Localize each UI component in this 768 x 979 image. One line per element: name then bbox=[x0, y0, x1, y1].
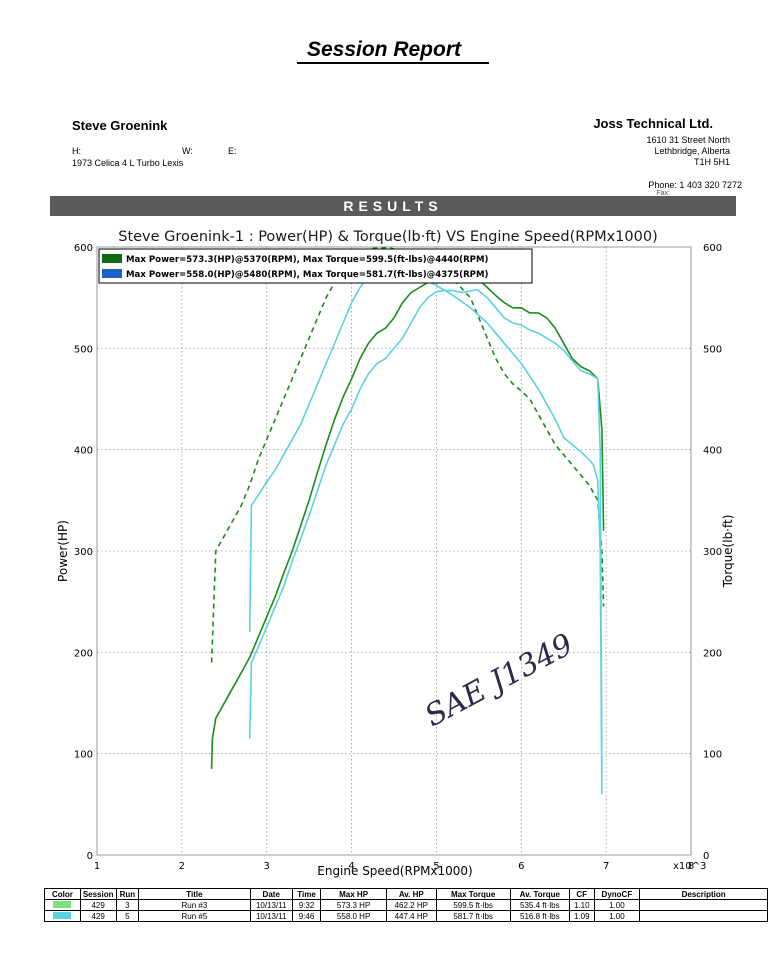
results-table: Color Session Run Title Date Time Max HP Av. HP… bbox=[44, 888, 768, 922]
series-line-power-5 bbox=[248, 288, 603, 774]
column-header: Session bbox=[79, 888, 117, 900]
company-fax: Fax: bbox=[656, 190, 670, 197]
x-tick-label: 6 bbox=[518, 861, 524, 872]
x-tick-label: 1 bbox=[94, 861, 100, 872]
y-tick-label-left: 500 bbox=[74, 344, 93, 355]
table-cell-description bbox=[639, 899, 768, 911]
legend-swatch-run3 bbox=[102, 254, 122, 263]
y-tick-label-left: 200 bbox=[74, 648, 93, 659]
table-cell-run: 5 bbox=[115, 910, 140, 922]
table-row: 429 5 Run #5 10/13/11 9:46 558.0 HP 447.4 HP 58… bbox=[44, 910, 768, 922]
company-address-line: Lethbridge, Alberta bbox=[654, 146, 730, 156]
table-cell-date: 10/13/11 bbox=[249, 910, 293, 922]
table-body: 429 3 Run #3 10/13/11 9:32 573.3 HP 462.2 HP 59… bbox=[44, 899, 768, 922]
y-tick-label-left: 300 bbox=[74, 547, 93, 558]
column-header: Color bbox=[44, 888, 81, 900]
y-tick-label-right: 0 bbox=[703, 851, 709, 862]
email-label: E: bbox=[228, 146, 237, 156]
company-address-line: 1610 31 Street North bbox=[646, 135, 730, 145]
table-cell-title: Run #3 bbox=[138, 899, 251, 911]
y-tick-label-right: 300 bbox=[703, 547, 722, 558]
table-cell-description bbox=[639, 910, 768, 922]
table-cell-color bbox=[44, 910, 81, 922]
column-header: Time bbox=[291, 888, 322, 900]
column-header: DynoCF bbox=[593, 888, 641, 900]
vehicle-description: 1973 Celica 4 L Turbo Lexis bbox=[72, 158, 184, 168]
table-cell-av-hp: 447.4 HP bbox=[385, 910, 437, 922]
table-cell-cf: 1.09 bbox=[568, 910, 595, 922]
table-cell-av-hp: 462.2 HP bbox=[385, 899, 437, 911]
table-cell-run: 3 bbox=[115, 899, 140, 911]
x-tick-label: 5 bbox=[433, 861, 439, 872]
column-header: Av. HP bbox=[385, 888, 437, 900]
y-tick-label-left: 0 bbox=[87, 851, 93, 862]
x-tick-label: 4 bbox=[348, 861, 354, 872]
tick-labels: 1 2 3 4 5 6 7 801002003004005006000100200300400… bbox=[74, 243, 722, 872]
table-cell-max-hp: 558.0 HP bbox=[320, 910, 387, 922]
legend-swatch-run5 bbox=[102, 269, 122, 278]
table-cell-title: Run #5 bbox=[138, 910, 251, 922]
legend-entry-run5: Max Power=558.0(HP)@5480(RPM), Max Torqu… bbox=[126, 270, 489, 280]
x-tick-label: 7 bbox=[603, 861, 609, 872]
table-cell-session: 429 bbox=[79, 910, 117, 922]
series-line-power-3 bbox=[210, 273, 605, 769]
legend-box bbox=[98, 248, 533, 284]
x-axis-multiplier: x10^3 bbox=[673, 861, 706, 872]
y-tick-label-left: 100 bbox=[74, 750, 93, 761]
chart-title: Steve Groenink-1 : Power(HP) & Torque(lb… bbox=[118, 229, 658, 245]
table-row: 429 3 Run #3 10/13/11 9:32 573.3 HP 462.2 HP 59… bbox=[44, 899, 768, 911]
table-cell-session: 429 bbox=[79, 899, 117, 911]
title-underline bbox=[297, 62, 489, 64]
y-tick-label-right: 600 bbox=[703, 243, 722, 254]
x-tick-label: 8 bbox=[688, 861, 694, 872]
table-cell-date: 10/13/11 bbox=[249, 899, 293, 911]
y-tick-label-left: 400 bbox=[74, 446, 93, 457]
table-cell-cf: 1.10 bbox=[568, 899, 595, 911]
y-tick-label-right: 500 bbox=[703, 344, 722, 355]
report-title: Session Report bbox=[306, 38, 462, 61]
x-tick-label: 2 bbox=[179, 861, 185, 872]
x-tick-label: 3 bbox=[264, 861, 270, 872]
column-header: Max Torque bbox=[435, 888, 511, 900]
company-phone: Phone: 1 403 320 7272 bbox=[648, 180, 742, 190]
company-address-line: T1H 5H1 bbox=[693, 157, 730, 167]
customer-name: Steve Groenink bbox=[72, 118, 168, 133]
column-header: CF bbox=[568, 888, 595, 900]
table-cell-max-hp: 573.3 HP bbox=[320, 899, 387, 911]
column-header: Max HP bbox=[320, 888, 387, 900]
color-swatch bbox=[53, 900, 72, 908]
y-tick-label-right: 200 bbox=[703, 648, 722, 659]
table-cell-max-torque: 581.7 ft·lbs bbox=[435, 910, 511, 922]
column-header: Av. Torque bbox=[509, 888, 570, 900]
table-cell-av-torque: 516.8 ft·lbs bbox=[509, 910, 570, 922]
table-cell-av-torque: 535.4 ft·lbs bbox=[509, 899, 570, 911]
y-tick-label-right: 400 bbox=[703, 446, 722, 457]
company-name: Joss Technical Ltd. bbox=[593, 116, 713, 131]
column-header: Title bbox=[138, 888, 251, 900]
y-tick-label-right: 100 bbox=[703, 750, 722, 761]
table-header-row: Color Session Run Title Date Time Max HP Av. HP… bbox=[44, 888, 768, 900]
work-phone-label: W: bbox=[182, 146, 193, 156]
results-header: RESULTS bbox=[50, 196, 736, 216]
x-axis-label: Engine Speed(RPMx1000) bbox=[317, 864, 473, 878]
series-line-torque-3 bbox=[210, 246, 605, 663]
column-header: Date bbox=[249, 888, 293, 900]
table-cell-dynocf: 1.00 bbox=[593, 910, 641, 922]
table-cell-max-torque: 599.5 ft·lbs bbox=[435, 899, 511, 911]
table-cell-time: 9:46 bbox=[291, 910, 322, 922]
y-axis-right-label: Torque(lb·ft) bbox=[721, 515, 734, 589]
y-tick-label-left: 600 bbox=[74, 243, 93, 254]
dyno-chart: Steve Groenink-1 : Power(HP) & Torque(lb… bbox=[56, 229, 734, 878]
table-cell-color bbox=[44, 899, 81, 911]
column-header: Run bbox=[115, 888, 140, 900]
color-swatch bbox=[53, 911, 72, 919]
table-cell-dynocf: 1.00 bbox=[593, 899, 641, 911]
column-header: Description bbox=[639, 888, 768, 900]
legend-entry-run3: Max Power=573.3(HP)@5370(RPM), Max Torqu… bbox=[126, 255, 489, 265]
legend: Max Power=573.3(HP)@5370(RPM), Max Torqu… bbox=[98, 248, 533, 284]
table-cell-time: 9:32 bbox=[291, 899, 322, 911]
home-phone-label: H: bbox=[72, 146, 81, 156]
y-axis-left-label: Power(HP) bbox=[56, 520, 70, 582]
